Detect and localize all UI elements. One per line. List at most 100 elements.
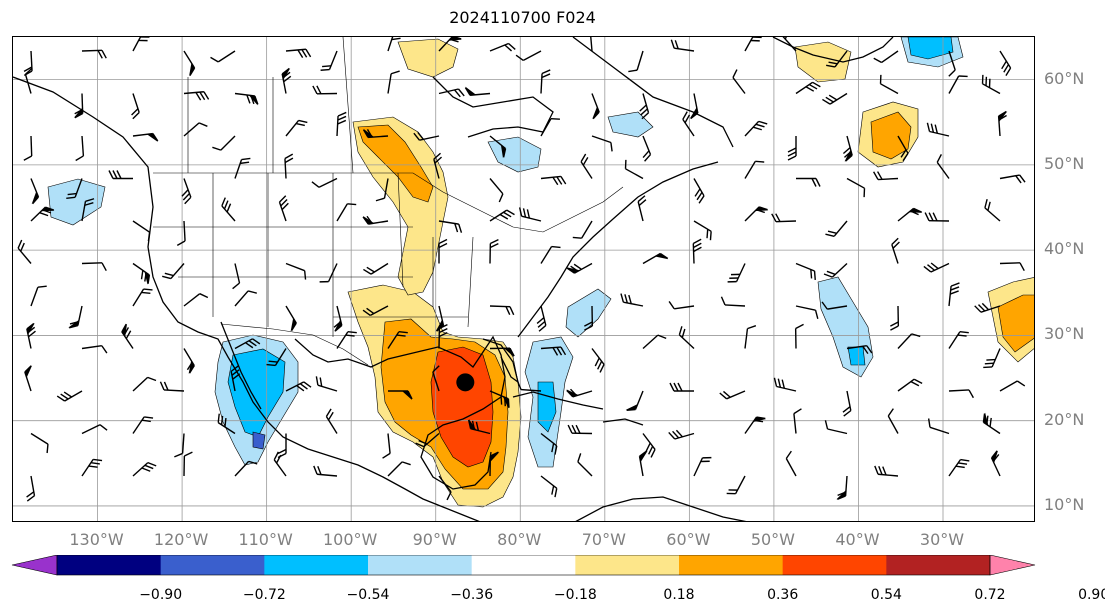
wind-barb xyxy=(183,122,208,137)
wind-barb xyxy=(793,408,802,434)
wind-barb xyxy=(217,413,236,435)
wind-barb xyxy=(230,365,241,392)
wind-barb xyxy=(540,432,558,455)
colorbar-tick-label: 0.18 xyxy=(663,587,695,603)
wind-barb xyxy=(948,75,968,94)
colorbar-tick-label: 0.54 xyxy=(870,587,902,603)
longitude-label: 30°W xyxy=(919,530,965,549)
wind-barb xyxy=(413,131,440,141)
wind-barb xyxy=(433,152,443,179)
wind-barb xyxy=(668,429,695,440)
wind-barb xyxy=(311,177,338,188)
wind-barb xyxy=(620,293,644,307)
wind-barb xyxy=(639,93,650,120)
anomaly-region-gulf-red xyxy=(430,346,494,468)
wind-barb xyxy=(842,135,853,162)
wind-barb xyxy=(132,220,151,242)
wind-barb xyxy=(567,424,593,435)
wind-barb xyxy=(181,178,192,205)
wind-barb xyxy=(825,220,848,238)
colorbar-segment xyxy=(575,555,680,575)
coastline-cuba xyxy=(512,391,604,410)
wind-barb xyxy=(132,262,151,285)
colorbar-segment xyxy=(471,555,576,575)
wind-barb xyxy=(362,215,389,225)
wind-barb xyxy=(744,160,765,179)
longitude-label: 80°W xyxy=(497,530,542,549)
wind-barb xyxy=(183,348,195,374)
colorbar-segment xyxy=(886,555,991,575)
wind-barb xyxy=(824,420,848,435)
wind-barb xyxy=(720,296,746,307)
wind-barb xyxy=(540,475,558,498)
wind-barb xyxy=(336,331,357,349)
wind-barb xyxy=(873,171,899,181)
wind-barb xyxy=(285,381,312,392)
anomaly-region-se-atl xyxy=(565,288,612,338)
wind-barb xyxy=(438,238,448,264)
wind-barb xyxy=(999,380,1026,392)
wind-barb xyxy=(285,48,312,58)
wind-barb xyxy=(637,195,647,222)
wind-barb xyxy=(232,263,241,290)
wind-barb xyxy=(75,135,85,162)
wind-barb xyxy=(81,198,95,222)
coastline-florida xyxy=(482,338,520,384)
wind-barb xyxy=(17,239,32,264)
colorbar-segment xyxy=(679,555,784,575)
wind-barb xyxy=(744,206,769,222)
wind-barb xyxy=(319,263,338,283)
wind-barb xyxy=(846,345,873,355)
longitude-label: 40°W xyxy=(835,530,880,549)
wind-barb xyxy=(73,93,84,119)
wind-barb xyxy=(336,111,347,137)
longitude-label: 120°W xyxy=(153,530,209,549)
wind-barb xyxy=(744,324,757,349)
wind-barb xyxy=(489,239,499,264)
wind-barb xyxy=(692,238,702,264)
wind-barb xyxy=(234,290,257,307)
wind-barb xyxy=(387,331,408,349)
wind-barb xyxy=(387,70,400,94)
anomaly-region-north-blue xyxy=(907,37,954,60)
coastline-hispaniola xyxy=(602,418,644,426)
wind-barb xyxy=(999,262,1025,271)
colorbar-tick-label: −0.18 xyxy=(553,587,597,603)
map-title: 2024110700 F024 xyxy=(449,8,596,27)
wind-barb xyxy=(363,262,389,275)
anomaly-region-baja-deep xyxy=(252,431,266,450)
wind-barb xyxy=(24,365,33,392)
wind-barb xyxy=(81,345,108,354)
wind-barb xyxy=(284,153,294,179)
wind-barb xyxy=(638,450,648,477)
wind-barb xyxy=(897,135,909,162)
wind-barb xyxy=(566,388,593,398)
anomaly-region-hudson xyxy=(487,136,542,173)
latitude-label: 10°N xyxy=(1044,494,1085,514)
wind-barb xyxy=(540,117,560,137)
wind-barb xyxy=(823,262,848,278)
wind-barb xyxy=(924,212,950,222)
colorbar-tick-label: −0.90 xyxy=(139,587,183,603)
wind-barb xyxy=(313,465,338,477)
wind-barb xyxy=(682,111,695,137)
wind-barb xyxy=(387,461,411,477)
wind-barb xyxy=(132,288,153,307)
wind-barb xyxy=(923,262,950,273)
wind-barb xyxy=(591,135,613,152)
wind-barb xyxy=(285,262,307,280)
wind-barb xyxy=(785,450,797,477)
coastlines xyxy=(13,37,894,521)
wind-barb xyxy=(81,49,107,59)
wind-barb xyxy=(362,128,389,139)
wind-barb xyxy=(30,178,40,205)
wind-barb xyxy=(266,348,287,367)
border-states-1 xyxy=(153,172,474,337)
wind-barb xyxy=(159,381,185,392)
wind-barb xyxy=(277,433,287,459)
wind-barb xyxy=(591,348,605,373)
wind-barb xyxy=(999,50,1012,76)
wind-barb xyxy=(516,381,542,392)
wind-barb xyxy=(518,207,542,222)
wind-barb xyxy=(438,37,462,52)
